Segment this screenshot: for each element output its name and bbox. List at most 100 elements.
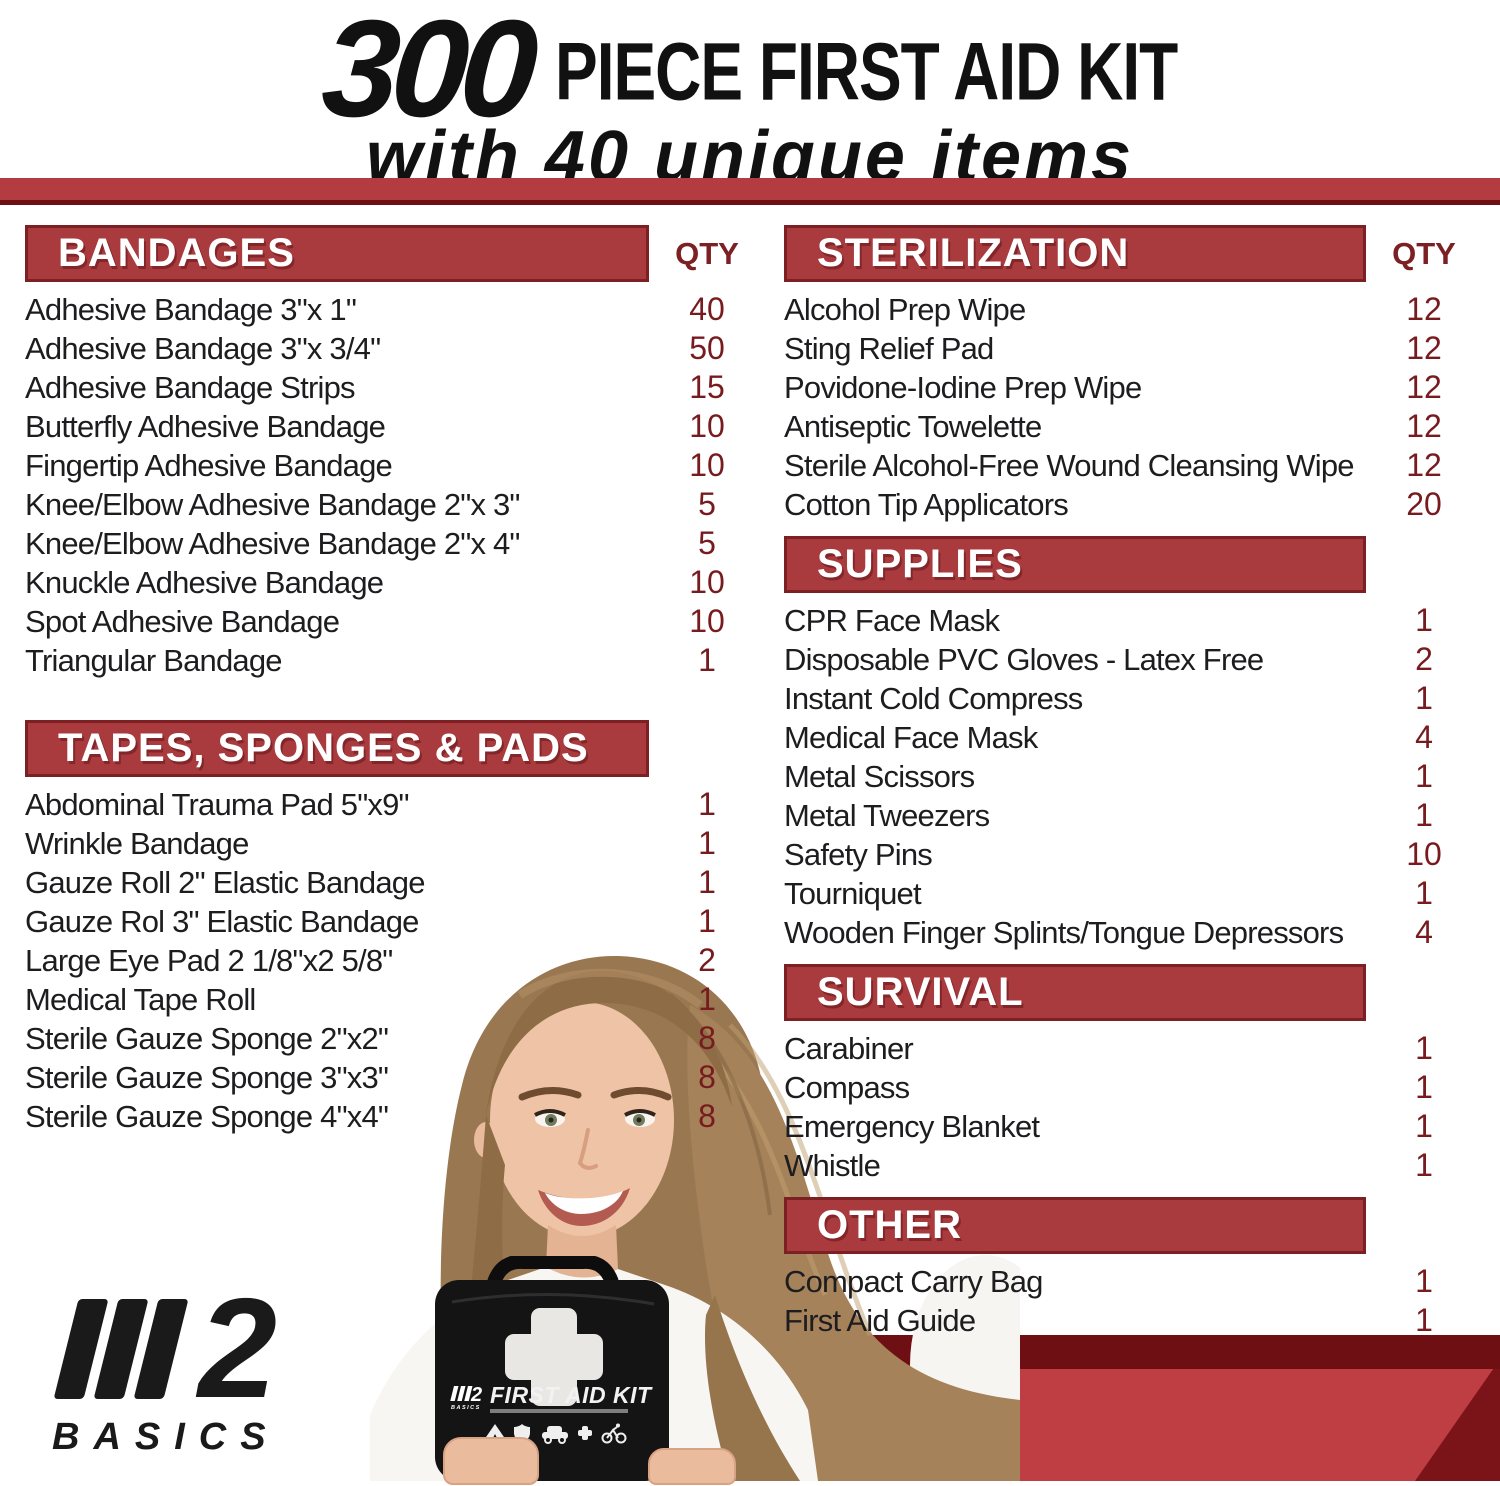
item-name: Wooden Finger Splints/Tongue Depressors — [784, 914, 1344, 950]
hand — [648, 1448, 736, 1485]
item-qty: 1 — [1415, 875, 1433, 911]
item-name: CPR Face Mask — [784, 602, 1000, 638]
item-qty: 12 — [1406, 447, 1442, 483]
item-name: Large Eye Pad 2 1/8"x2 5/8" — [25, 942, 393, 978]
item-name: Sterile Gauze Sponge 4"x4" — [25, 1098, 389, 1134]
qty-column-header: QTY — [1392, 235, 1456, 271]
qty-column-header — [1388, 1197, 1460, 1254]
item-qty: 2 — [698, 942, 716, 978]
item-qty: 1 — [1415, 758, 1433, 794]
item-name: Sterile Gauze Sponge 3"x3" — [25, 1059, 389, 1095]
car-icon — [542, 1426, 568, 1444]
item-name: Knuckle Adhesive Bandage — [25, 564, 384, 600]
list-item: Adhesive Bandage 3"x 1" 40 — [25, 290, 743, 329]
bag-brand-logo: 2 BASICS — [450, 1384, 482, 1411]
item-name: Sterile Alcohol-Free Wound Cleansing Wip… — [784, 447, 1355, 483]
item-qty: 1 — [1415, 1030, 1433, 1066]
item-name: Compact Carry Bag — [784, 1263, 1043, 1299]
face — [490, 1002, 674, 1238]
list-item: Gauze Roll 2" Elastic Bandage 1 — [25, 863, 743, 902]
item-name: Metal Tweezers — [784, 797, 990, 833]
list-item: Adhesive Bandage 3"x 3/4" 50 — [25, 329, 743, 368]
hair-fringe — [486, 970, 732, 1115]
list-item: Fingertip Adhesive Bandage 10 — [25, 446, 743, 485]
item-qty: 12 — [1406, 330, 1442, 366]
item-name: Adhesive Bandage 3"x 3/4" — [25, 330, 381, 366]
first-aid-kit-bag: 2 BASICS FIRST AID KIT — [432, 1254, 672, 1481]
list-item: Medical Face Mask 4 — [784, 718, 1460, 757]
section-survival: SURVIVAL Carabiner 1 Compass 1 Emergency Blan… — [784, 964, 1460, 1185]
list-item: Tourniquet 1 — [784, 874, 1460, 913]
logo-name: BASICS — [52, 1416, 280, 1458]
item-qty: 5 — [698, 486, 716, 522]
item-qty: 10 — [689, 564, 725, 600]
qty-column-header: QTY — [675, 235, 739, 271]
item-name: Medical Tape Roll — [25, 981, 256, 1017]
list-item: Knee/Elbow Adhesive Bandage 2"x 3" 5 — [25, 485, 743, 524]
eyebrow — [610, 1087, 672, 1101]
item-name: Gauze Rol 3" Elastic Bandage — [25, 903, 419, 939]
list-item: Carabiner 1 — [784, 1029, 1460, 1068]
list-item: Safety Pins 10 — [784, 835, 1460, 874]
list-item: Sterile Alcohol-Free Wound Cleansing Wip… — [784, 446, 1460, 485]
title-block: 300 PIECE FIRST AID KIT with 40 unique i… — [0, 0, 1500, 198]
title-heading: PIECE FIRST AID KIT — [555, 25, 1178, 118]
item-qty: 12 — [1406, 291, 1442, 327]
list-item: Alcohol Prep Wipe 12 — [784, 290, 1460, 329]
logo-number: 2 — [195, 1293, 277, 1428]
qty-column-header — [1388, 964, 1460, 1021]
list-item: Sting Relief Pad 12 — [784, 329, 1460, 368]
item-name: Compass — [784, 1069, 910, 1105]
section-header: OTHER — [784, 1197, 1366, 1254]
item-qty: 8 — [698, 1059, 716, 1095]
item-name: Spot Adhesive Bandage — [25, 603, 340, 639]
section-header: STERILIZATION — [784, 225, 1366, 282]
list-item: Abdominal Trauma Pad 5"x9" 1 — [25, 785, 743, 824]
item-name: Disposable PVC Gloves - Latex Free — [784, 641, 1264, 677]
list-item: Povidone-Iodine Prep Wipe 12 — [784, 368, 1460, 407]
item-name: Gauze Roll 2" Elastic Bandage — [25, 864, 425, 900]
item-name: Medical Face Mask — [784, 719, 1038, 755]
item-name: Antiseptic Towelette — [784, 408, 1042, 444]
list-item: Knuckle Adhesive Bandage 10 — [25, 563, 743, 602]
section-header-row: STERILIZATION QTY — [784, 225, 1460, 282]
section-other: OTHER Compact Carry Bag 1 First Aid Guide 1 — [784, 1197, 1460, 1340]
teeth — [545, 1191, 623, 1214]
item-qty: 1 — [1415, 602, 1433, 638]
bag-tagline — [490, 1409, 628, 1413]
section-header-row: SUPPLIES — [784, 536, 1460, 593]
list-item: Wooden Finger Splints/Tongue Depressors 4 — [784, 913, 1460, 952]
bag-title: FIRST AID KIT — [490, 1382, 653, 1408]
qty-column-header — [1388, 536, 1460, 593]
item-name: Tourniquet — [784, 875, 922, 911]
qty-column-header — [671, 720, 743, 777]
item-name: Alcohol Prep Wipe — [784, 291, 1026, 327]
item-qty: 40 — [689, 291, 725, 327]
medical-cross-small-icon — [578, 1426, 592, 1440]
list-item: Adhesive Bandage Strips 15 — [25, 368, 743, 407]
item-qty: 4 — [1415, 719, 1433, 755]
item-qty: 1 — [698, 903, 716, 939]
item-qty: 1 — [1415, 1263, 1433, 1299]
item-name: Instant Cold Compress — [784, 680, 1083, 716]
item-qty: 50 — [689, 330, 725, 366]
item-name: Emergency Blanket — [784, 1108, 1040, 1144]
list-item: Compass 1 — [784, 1068, 1460, 1107]
item-qty: 10 — [689, 447, 725, 483]
list-item: Wrinkle Bandage 1 — [25, 824, 743, 863]
item-qty: 1 — [1415, 1108, 1433, 1144]
list-item: Metal Tweezers 1 — [784, 796, 1460, 835]
item-name: Whistle — [784, 1147, 881, 1183]
section-sterilization: STERILIZATION QTY Alcohol Prep Wipe 12 Sting… — [784, 225, 1460, 524]
bag-handle — [487, 1254, 619, 1285]
item-qty: 1 — [1415, 1302, 1433, 1338]
svg-text:2: 2 — [470, 1384, 482, 1406]
list-item: CPR Face Mask 1 — [784, 601, 1460, 640]
item-name: Safety Pins — [784, 836, 933, 872]
item-name: Cotton Tip Applicators — [784, 486, 1069, 522]
list-item: First Aid Guide 1 — [784, 1301, 1460, 1340]
item-qty: 20 — [1406, 486, 1442, 522]
hand — [443, 1437, 539, 1485]
list-item: Large Eye Pad 2 1/8"x2 5/8" 2 — [25, 941, 743, 980]
item-name: Povidone-Iodine Prep Wipe — [784, 369, 1142, 405]
